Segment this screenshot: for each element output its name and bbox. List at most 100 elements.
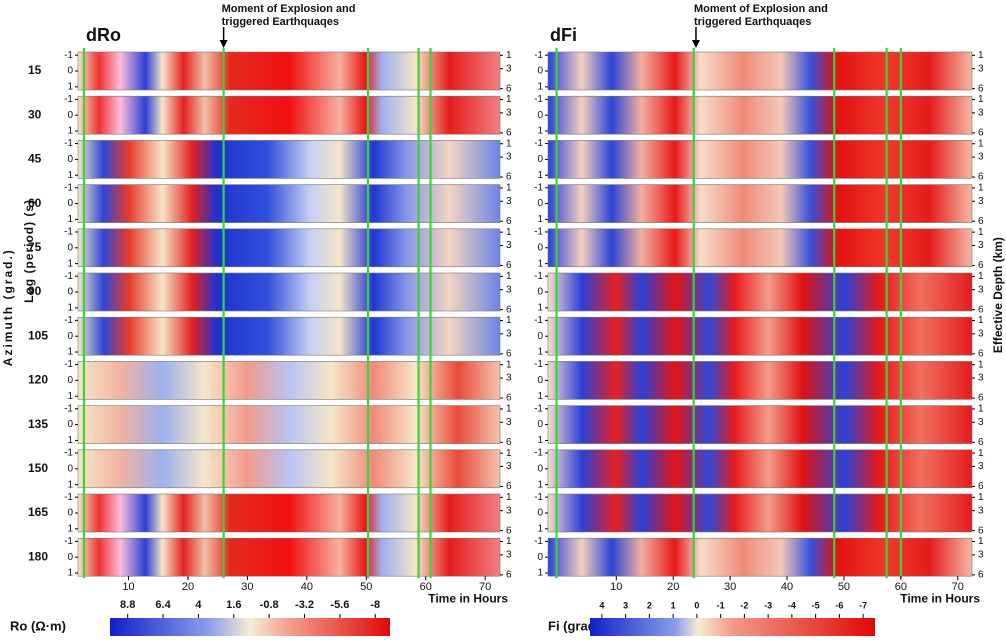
y-tick-label: 1	[67, 258, 73, 269]
y2-tick-label: 6	[978, 481, 984, 492]
y2-tick-label: 1	[506, 492, 512, 503]
y-tick-label: 1	[537, 523, 543, 534]
y-tick-label: 0	[67, 198, 73, 209]
y-tick-label: -1	[64, 315, 73, 326]
y2-tick-label: 1	[978, 94, 984, 105]
y2-tick-label: 6	[506, 172, 512, 183]
contour-field	[547, 316, 973, 356]
y-tick-label: 0	[537, 375, 543, 386]
y-tick-label: 0	[537, 331, 543, 342]
y2-tick-label: 6	[506, 349, 512, 360]
y-axis-label: Log (period) (s)	[22, 199, 36, 303]
y-tick-label: 1	[67, 347, 73, 358]
y2-tick-label: 6	[978, 304, 984, 315]
colorbar-tick-label: -3.2	[295, 599, 314, 611]
y2-tick-label: 3	[506, 240, 512, 251]
y2-tick-label: 3	[978, 284, 984, 295]
colorbar-tick-label: -2	[740, 600, 748, 610]
y-tick-label: 0	[67, 331, 73, 342]
y2-tick-label: 1	[978, 50, 984, 61]
colorbar-tick-label: -1	[717, 600, 725, 610]
y-tick-label: 1	[537, 170, 543, 181]
y-tick-label: -1	[534, 536, 543, 547]
y2-tick-label: 3	[506, 196, 512, 207]
y2-tick-label: 6	[506, 83, 512, 94]
y2-tick-label: 3	[978, 550, 984, 561]
azimuth-label: 30	[28, 107, 42, 121]
colorbar-tick-label: -5	[812, 600, 820, 610]
y-tick-label: 0	[67, 110, 73, 121]
arrow-head	[691, 40, 700, 48]
y2-tick-label: 1	[978, 536, 984, 547]
contour-field	[77, 493, 501, 533]
y2-tick-label: 1	[978, 227, 984, 238]
y2-tick-label: 6	[978, 525, 984, 536]
azimuth-label: 150	[28, 461, 48, 475]
y-tick-label: 1	[67, 479, 73, 490]
y-tick-label: 1	[537, 214, 543, 225]
y2-tick-label: 6	[978, 260, 984, 271]
y2-tick-label: 3	[978, 505, 984, 516]
y-tick-label: 0	[67, 419, 73, 430]
contour-field	[547, 449, 973, 489]
y-tick-label: 1	[537, 126, 543, 137]
x-tick-label: 60	[420, 581, 432, 593]
y-tick-label: 0	[67, 375, 73, 386]
y-tick-label: -1	[534, 138, 543, 149]
y2-tick-label: 3	[978, 417, 984, 428]
y2-tick-label: 3	[978, 63, 984, 74]
colorbar-tick-label: -6	[835, 600, 843, 610]
x-axis-label: Time in Hours	[900, 591, 980, 605]
colorbar-tick-label: 4	[599, 600, 604, 610]
y2-tick-label: 3	[978, 461, 984, 472]
y-tick-label: -1	[534, 359, 543, 370]
y2-axis-label: Effective Depth (km)	[991, 237, 1005, 353]
y-tick-label: 0	[67, 287, 73, 298]
y2-tick-label: 6	[506, 260, 512, 271]
azimuth-label: 15	[28, 63, 42, 77]
annotation: triggered Earthquaqes	[222, 16, 339, 28]
colorbar-tick-label: 4	[195, 599, 202, 611]
colorbar-tick-label: 6.4	[155, 599, 171, 611]
y-tick-label: 1	[537, 479, 543, 490]
y2-tick-label: 1	[978, 404, 984, 415]
x-tick-label: 70	[479, 581, 491, 593]
azimuth-label: 45	[28, 152, 42, 166]
y2-tick-label: 3	[506, 329, 512, 340]
y2-tick-label: 6	[978, 128, 984, 139]
y2-tick-label: 3	[506, 417, 512, 428]
y-tick-label: -1	[64, 448, 73, 459]
y2-tick-label: 1	[506, 315, 512, 326]
y-tick-label: 1	[67, 568, 73, 579]
contour-field	[547, 493, 973, 533]
colorbar-tick-label: 1	[671, 600, 676, 610]
colorbar	[590, 618, 875, 636]
azimuth-label: 75	[28, 240, 42, 254]
y-tick-label: -1	[64, 403, 73, 414]
y2-tick-label: 1	[506, 536, 512, 547]
azimuth-label: 60	[28, 196, 42, 210]
y-tick-label: 1	[67, 81, 73, 92]
x-tick-label: 50	[360, 581, 372, 593]
y2-tick-label: 1	[506, 271, 512, 282]
y2-tick-label: 3	[978, 108, 984, 119]
colorbar-tick-label: -4	[788, 600, 796, 610]
colorbar-tick-label: -3	[764, 600, 772, 610]
y-tick-label: -1	[534, 227, 543, 238]
x-tick-label: 20	[667, 581, 679, 593]
y2-tick-label: 3	[506, 461, 512, 472]
y-tick-label: -1	[534, 50, 543, 61]
y-tick-label: -1	[534, 492, 543, 503]
contour-field	[77, 272, 501, 312]
y-tick-label: 1	[67, 170, 73, 181]
y2-tick-label: 1	[506, 94, 512, 105]
y2-tick-label: 6	[978, 216, 984, 227]
y2-tick-label: 3	[506, 505, 512, 516]
y-tick-label: -1	[534, 315, 543, 326]
y2-tick-label: 1	[506, 227, 512, 238]
y-tick-label: 1	[67, 302, 73, 313]
x-tick-label: 10	[610, 581, 622, 593]
y-tick-label: 1	[537, 568, 543, 579]
y2-tick-label: 1	[978, 492, 984, 503]
